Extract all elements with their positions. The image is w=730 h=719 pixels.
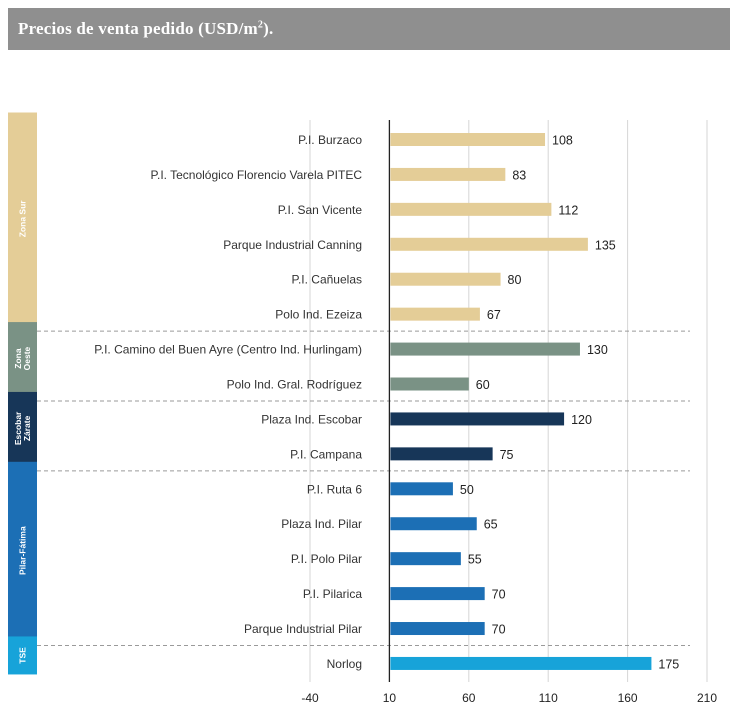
bar-0-4	[390, 272, 501, 286]
bar-1-0	[390, 342, 580, 356]
value-label-0-3: 135	[595, 238, 616, 252]
category-label-1-0: P.I. Camino del Buen Ayre (Centro Ind. H…	[94, 343, 362, 357]
zone-label-1-1: Oeste	[22, 346, 32, 370]
chart-title: Precios de venta pedido (USD/m2).	[18, 19, 274, 38]
bar-0-3	[390, 237, 588, 251]
value-label-3-2: 55	[468, 553, 482, 567]
zone-label-0-0: Zona Sur	[18, 200, 28, 238]
category-label-2-0: Plaza Ind. Escobar	[261, 412, 362, 426]
x-tick-label-1: 10	[383, 691, 397, 705]
category-label-0-2: P.I. San Vicente	[278, 203, 363, 217]
category-label-0-1: P.I. Tecnológico Florencio Varela PITEC	[151, 168, 363, 182]
category-label-0-4: P.I. Cañuelas	[292, 273, 363, 287]
x-tick-label-2: 60	[462, 691, 476, 705]
bar-2-0	[390, 412, 565, 426]
x-tick-label-5: 210	[697, 691, 717, 705]
bar-0-2	[390, 202, 552, 216]
category-label-3-0: P.I. Ruta 6	[307, 482, 362, 496]
value-label-0-1: 83	[512, 168, 526, 182]
value-label-0-4: 80	[508, 273, 522, 287]
bar-3-2	[390, 552, 461, 566]
value-label-0-5: 67	[487, 308, 501, 322]
bar-3-3	[390, 587, 485, 601]
value-label-1-0: 130	[587, 343, 608, 357]
category-label-0-3: Parque Industrial Canning	[223, 238, 362, 252]
bar-1-1	[390, 377, 469, 391]
bar-2-1	[390, 447, 493, 461]
category-label-3-2: P.I. Polo Pilar	[291, 552, 362, 566]
bar-0-1	[390, 167, 506, 181]
zone-band-1	[8, 322, 37, 396]
zone-label-2-0: Escobar	[13, 411, 23, 445]
value-label-2-0: 120	[571, 413, 592, 427]
chart-header: Precios de venta pedido (USD/m2).	[8, 8, 730, 50]
bar-4-0	[390, 656, 652, 670]
bar-3-4	[390, 622, 485, 636]
zone-label-2-1: Zárate	[22, 415, 32, 441]
bar-0-0	[390, 133, 546, 146]
category-label-0-0: P.I. Burzaco	[298, 133, 362, 147]
x-tick-label-0: -40	[301, 691, 319, 705]
zone-label-1-0: Zona	[13, 348, 23, 369]
value-label-0-0: 108	[552, 134, 573, 148]
value-label-3-0: 50	[460, 483, 474, 497]
value-label-1-1: 60	[476, 378, 490, 392]
value-label-0-2: 112	[558, 203, 578, 217]
zone-label-4-0: TSE	[18, 647, 28, 664]
value-label-3-3: 70	[492, 588, 506, 602]
category-label-3-3: P.I. Pilarica	[303, 587, 362, 601]
bar-0-5	[390, 307, 480, 321]
zone-band-3	[8, 461, 37, 640]
zone-band-4	[8, 636, 37, 675]
category-label-0-5: Polo Ind. Ezeiza	[275, 308, 362, 322]
category-label-3-1: Plaza Ind. Pilar	[281, 517, 362, 531]
value-label-3-1: 65	[484, 518, 498, 532]
value-label-2-1: 75	[500, 448, 514, 462]
zone-band-0	[8, 112, 37, 326]
x-tick-label-3: 110	[539, 691, 558, 705]
bar-3-1	[390, 517, 477, 531]
bar-3-0	[390, 482, 453, 496]
x-tick-label-4: 160	[618, 691, 638, 705]
value-label-4-0: 175	[658, 657, 679, 671]
category-label-4-0: Norlog	[327, 657, 362, 671]
category-label-3-4: Parque Industrial Pilar	[244, 622, 362, 636]
category-label-1-1: Polo Ind. Gral. Rodríguez	[227, 378, 362, 392]
category-label-2-1: P.I. Campana	[290, 447, 362, 461]
value-label-3-4: 70	[492, 623, 506, 637]
zone-label-3-0: Pilar-Fátima	[18, 526, 28, 575]
zone-band-2	[8, 391, 37, 465]
